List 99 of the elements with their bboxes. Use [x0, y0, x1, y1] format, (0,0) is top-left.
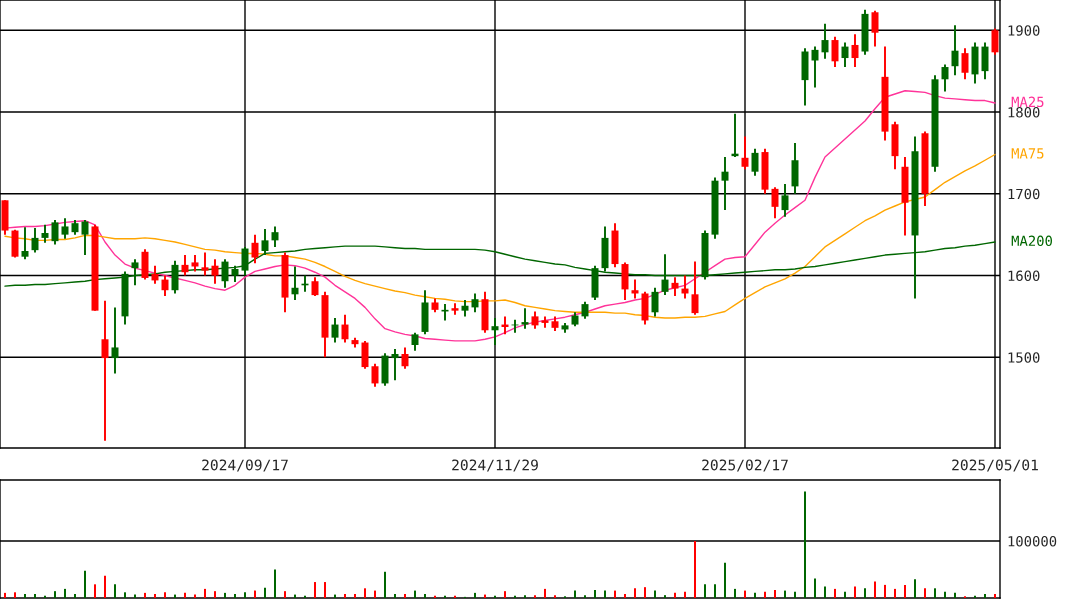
- bar: [524, 595, 526, 598]
- bar: [934, 588, 936, 598]
- bar: [824, 586, 826, 598]
- bar: [254, 590, 256, 598]
- bar: [754, 592, 756, 598]
- bar: [24, 594, 26, 598]
- bar: [124, 592, 126, 598]
- bar: [804, 491, 806, 598]
- x-tick-label: 2024/11/29: [452, 459, 538, 472]
- bar: [694, 541, 696, 598]
- bar: [634, 588, 636, 598]
- bar: [244, 592, 246, 598]
- bar: [384, 571, 386, 598]
- bar: [604, 590, 606, 598]
- bar: [744, 590, 746, 598]
- bar: [424, 594, 426, 598]
- bar: [104, 575, 106, 598]
- bar: [54, 591, 56, 598]
- candlestick: [431, 297, 439, 314]
- bar: [14, 592, 16, 598]
- bar: [654, 590, 656, 598]
- y-tick-label: 1600: [1008, 270, 1040, 282]
- bar: [554, 595, 556, 598]
- bar: [854, 586, 856, 598]
- bar: [994, 594, 996, 598]
- bar: [264, 587, 266, 598]
- bar: [924, 588, 926, 598]
- bar: [4, 592, 6, 598]
- bar: [914, 579, 916, 598]
- bar: [324, 582, 326, 598]
- y-tick-label: 100000: [1008, 536, 1057, 547]
- bar: [784, 590, 786, 598]
- bar: [674, 592, 676, 598]
- bar: [864, 588, 866, 598]
- bar: [544, 588, 546, 598]
- bar: [74, 594, 76, 598]
- bar: [114, 584, 116, 598]
- bar: [944, 591, 946, 598]
- bar: [224, 592, 226, 598]
- bar: [414, 590, 416, 598]
- line-series: [4, 153, 996, 319]
- bar: [84, 570, 86, 598]
- y-tick-label: 1900: [1008, 25, 1040, 36]
- bar: [274, 569, 276, 598]
- series-label: MA200: [1011, 235, 1053, 247]
- candlestick: [551, 315, 559, 333]
- bar: [904, 584, 906, 598]
- bar: [144, 592, 146, 598]
- bar: [664, 595, 666, 598]
- bar: [234, 594, 236, 598]
- bar: [794, 591, 796, 598]
- bar: [284, 591, 286, 598]
- bar: [214, 591, 216, 598]
- bar: [354, 594, 356, 598]
- bar: [94, 584, 96, 598]
- bar: [984, 594, 986, 598]
- bar: [684, 591, 686, 598]
- bar: [584, 595, 586, 598]
- bar: [364, 588, 366, 598]
- y-tick-label: 1800: [1008, 107, 1040, 118]
- bar: [844, 591, 846, 598]
- bar: [574, 590, 576, 598]
- bar: [404, 594, 406, 598]
- bar: [374, 590, 376, 598]
- x-tick-label: 2024/09/17: [202, 459, 288, 472]
- bar: [34, 594, 36, 598]
- bar: [734, 588, 736, 598]
- bar: [314, 582, 316, 598]
- bar: [764, 591, 766, 598]
- bar: [954, 592, 956, 598]
- bar: [594, 590, 596, 598]
- bar: [774, 590, 776, 598]
- bar: [704, 584, 706, 598]
- bar: [504, 591, 506, 598]
- bar: [394, 594, 396, 598]
- bar: [724, 562, 726, 598]
- x-tick-label: 2025/05/01: [952, 459, 1038, 472]
- x-tick-label: 2025/02/17: [702, 459, 788, 472]
- bar: [714, 584, 716, 598]
- bar: [614, 590, 616, 598]
- bar: [154, 594, 156, 598]
- series-label: MA75: [1011, 148, 1044, 159]
- y-tick-label: 1700: [1008, 188, 1040, 200]
- bar: [894, 588, 896, 598]
- bar: [624, 594, 626, 598]
- bar: [204, 588, 206, 598]
- bar: [474, 592, 476, 598]
- series-label: MA25: [1011, 96, 1044, 108]
- bar: [534, 595, 536, 598]
- y-tick-label: 1500: [1008, 352, 1040, 363]
- bar: [814, 578, 816, 598]
- bar: [644, 587, 646, 598]
- bar: [344, 594, 346, 598]
- bar: [874, 581, 876, 598]
- bar: [184, 592, 186, 598]
- bar: [884, 584, 886, 598]
- bar: [834, 588, 836, 598]
- bar: [164, 592, 166, 598]
- bar: [64, 588, 66, 598]
